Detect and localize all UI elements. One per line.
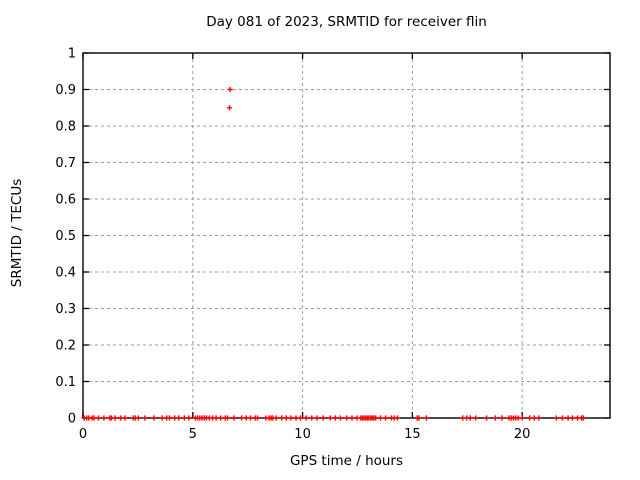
x-axis-label: GPS time / hours	[289, 453, 404, 469]
y-tick-label: 0.9	[55, 83, 76, 98]
y-tick-label: 0.2	[55, 339, 76, 354]
y-tick-label: 0.7	[55, 156, 76, 171]
x-tick-label: 15	[404, 427, 421, 442]
x-tick-label: 10	[294, 427, 311, 442]
y-tick-label: 0.4	[55, 266, 76, 281]
x-tick-label: 5	[189, 427, 197, 442]
x-tick-label: 0	[79, 427, 87, 442]
y-tick-label: 0.1	[55, 375, 76, 390]
chart-title: Day 081 of 2023, SRMTID for receiver fli…	[206, 14, 487, 30]
y-tick-label: 1	[68, 47, 76, 62]
y-tick-label: 0.3	[55, 302, 76, 317]
y-tick-label: 0.8	[55, 120, 76, 135]
y-tick-label: 0.5	[55, 229, 76, 244]
y-tick-label: 0.6	[55, 193, 76, 208]
data-point-markers	[81, 86, 586, 421]
x-tick-label: 20	[514, 427, 531, 442]
y-tick-label: 0	[68, 412, 76, 427]
